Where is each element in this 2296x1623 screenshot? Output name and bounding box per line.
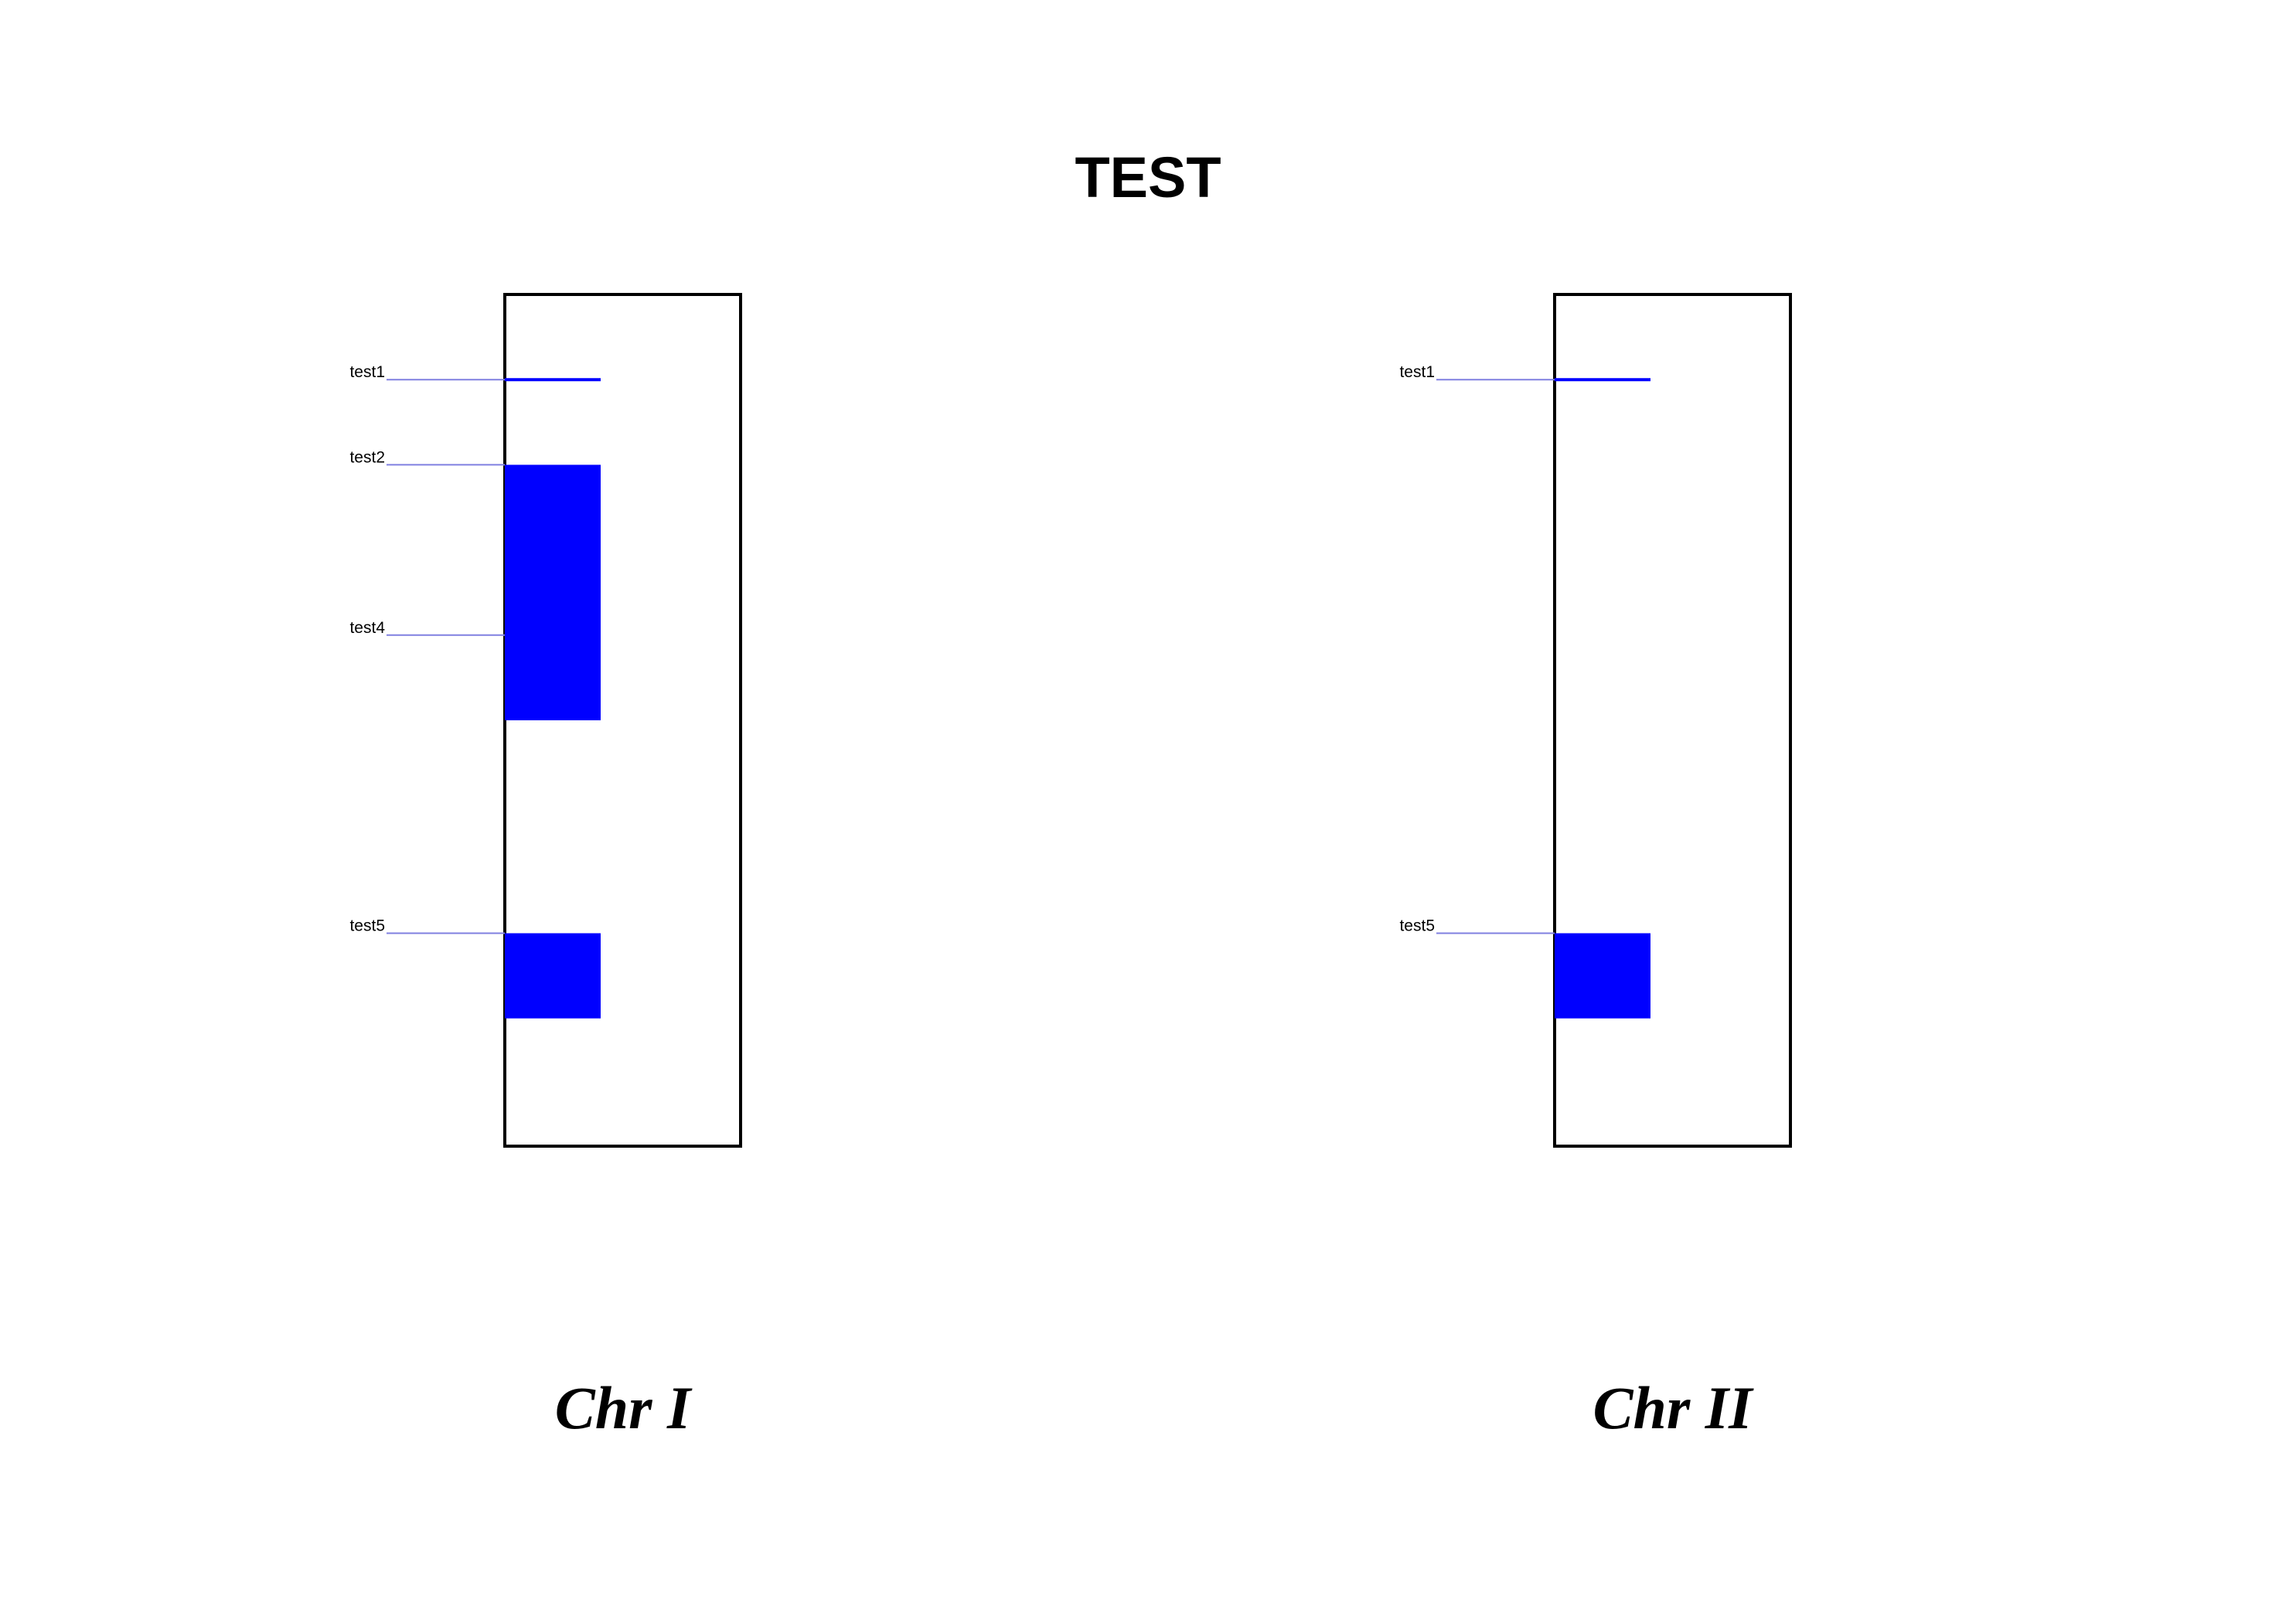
feature-block [505, 464, 601, 720]
feature-block [1555, 933, 1650, 1019]
feature-label: test2 [349, 448, 385, 466]
feature-label: test5 [1399, 917, 1435, 935]
feature-block [505, 933, 601, 1019]
feature-label: test5 [349, 917, 385, 935]
chromosome-outline [1553, 293, 1792, 1148]
chromosome-label: Chr I [555, 1374, 693, 1441]
diagram-title: TEST [1075, 145, 1221, 209]
feature-label: test1 [349, 363, 385, 381]
feature-label: test1 [1399, 363, 1435, 381]
chromosome-label: Chr II [1593, 1374, 1755, 1441]
feature-label: test4 [349, 619, 385, 637]
